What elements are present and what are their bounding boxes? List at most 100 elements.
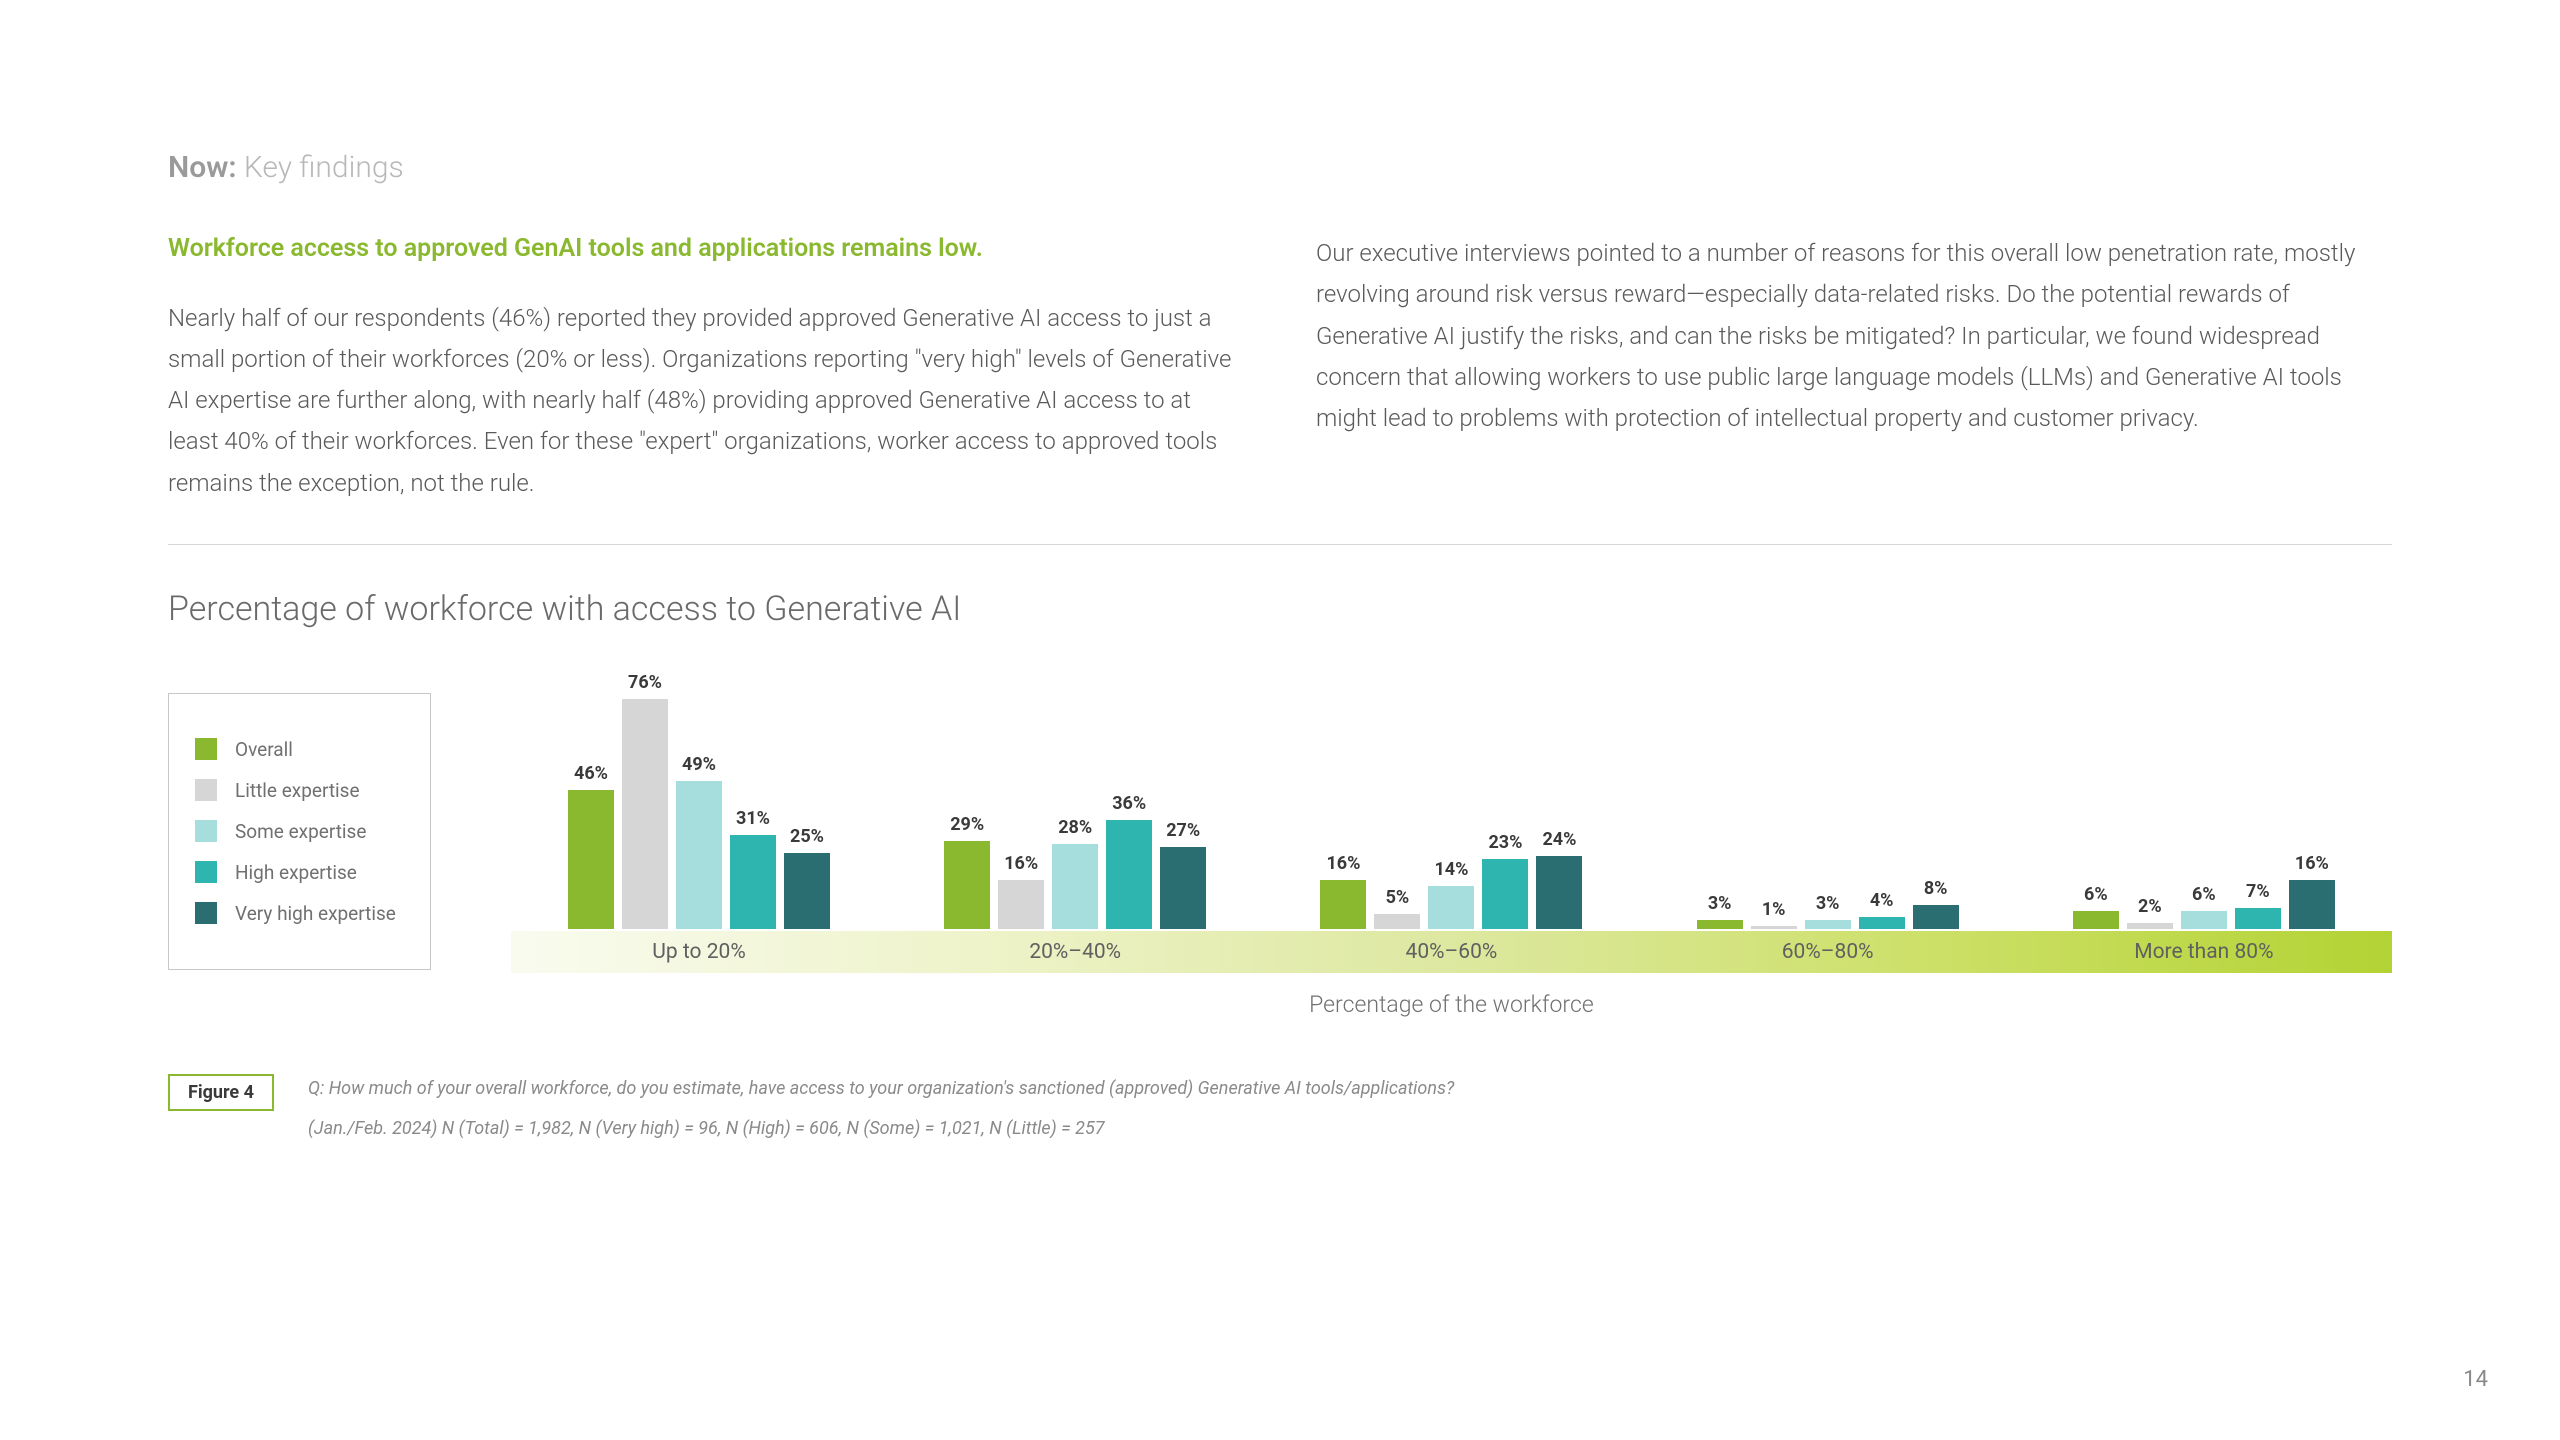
bar-wrap: 16% (1320, 853, 1366, 928)
xaxis-band: Up to 20%20%–40%40%–60%60%–80%More than … (511, 931, 2392, 973)
bar-wrap: 46% (568, 763, 614, 929)
xaxis-label: 20%–40% (887, 931, 1263, 973)
bar-wrap: 16% (998, 853, 1044, 928)
legend-swatch (195, 861, 217, 883)
bar-group: 3% 1% 3% 4% 8% (1640, 878, 2016, 929)
bar-value-label: 1% (1762, 899, 1786, 920)
bar-wrap: 6% (2073, 884, 2119, 929)
figure-badge: Figure 4 (168, 1074, 274, 1111)
bar-value-label: 27% (1166, 820, 1200, 841)
bar-value-label: 7% (2246, 881, 2270, 902)
bar-wrap: 29% (944, 814, 990, 929)
bar-value-label: 6% (2084, 884, 2108, 905)
bar-wrap: 2% (2127, 896, 2173, 929)
intro-columns: Workforce access to approved GenAI tools… (168, 233, 2392, 504)
bar (1106, 820, 1152, 929)
bar (1428, 886, 1474, 928)
xaxis-label: 60%–80% (1640, 931, 2016, 973)
footnote: Q: How much of your overall workforce, d… (308, 1074, 1454, 1145)
bar-value-label: 16% (1004, 853, 1038, 874)
footnote-question: Q: How much of your overall workforce, d… (308, 1074, 1454, 1105)
bar-wrap: 16% (2289, 853, 2335, 928)
bar-value-label: 29% (950, 814, 984, 835)
bar (1160, 847, 1206, 929)
bar (944, 841, 990, 929)
bar (1374, 914, 1420, 929)
legend-item: Little expertise (195, 779, 396, 802)
bar-wrap: 4% (1859, 890, 1905, 929)
bar-value-label: 36% (1112, 793, 1146, 814)
bar-value-label: 4% (1870, 890, 1894, 911)
bar-value-label: 2% (2138, 896, 2162, 917)
bar (1913, 905, 1959, 929)
legend-swatch (195, 902, 217, 924)
bar (2235, 908, 2281, 929)
bar-wrap: 76% (622, 672, 668, 929)
xaxis-caption: Percentage of the workforce (511, 991, 2392, 1018)
bar-value-label: 24% (1542, 829, 1576, 850)
chart-legend: Overall Little expertise Some expertise Hig… (168, 693, 431, 970)
legend-item: Overall (195, 738, 396, 761)
bar-wrap: 8% (1913, 878, 1959, 929)
legend-label: Some expertise (235, 820, 366, 843)
bar-wrap: 3% (1805, 893, 1851, 929)
bar-group: 46%76%49%31%25% (511, 672, 887, 929)
bar-group: 29%16%28%36%27% (887, 793, 1263, 929)
bar-value-label: 16% (1326, 853, 1360, 874)
bar-wrap: 6% (2181, 884, 2227, 929)
bar-groups-row: 46%76%49%31%25%29%16%28%36%27%16%5%14%23… (511, 677, 2392, 929)
bar (1320, 880, 1366, 928)
bar (730, 835, 776, 929)
bar-value-label: 46% (574, 763, 608, 784)
bar-value-label: 76% (628, 672, 662, 693)
bar-wrap: 3% (1697, 893, 1743, 929)
bar (568, 790, 614, 929)
chart-title: Percentage of workforce with access to G… (168, 589, 2392, 629)
bar (676, 781, 722, 929)
legend-item: Very high expertise (195, 902, 396, 925)
bar (998, 880, 1044, 928)
bar-group: 16%5%14%23%24% (1263, 829, 1639, 929)
bar (784, 853, 830, 929)
bar (2127, 923, 2173, 929)
left-column: Workforce access to approved GenAI tools… (168, 233, 1244, 504)
bar (1052, 844, 1098, 929)
bar (1751, 926, 1797, 929)
bar (622, 699, 668, 929)
bar-value-label: 8% (1924, 878, 1948, 899)
bar (1482, 859, 1528, 929)
chart-area: Overall Little expertise Some expertise Hig… (168, 677, 2392, 1018)
paragraph-left: Nearly half of our respondents (46%) rep… (168, 298, 1244, 504)
bar-wrap: 1% (1751, 899, 1797, 929)
paragraph-right: Our executive interviews pointed to a nu… (1316, 233, 2392, 439)
bar (1805, 920, 1851, 929)
figure-footer: Figure 4 Q: How much of your overall wor… (168, 1074, 2392, 1145)
bar (2181, 911, 2227, 929)
footnote-sample: (Jan./Feb. 2024) N (Total) = 1,982, N (V… (308, 1114, 1454, 1145)
bar-value-label: 5% (1386, 887, 1410, 908)
bar (1536, 856, 1582, 929)
bar-wrap: 7% (2235, 881, 2281, 929)
legend-label: Little expertise (235, 779, 360, 802)
bar-group: 6% 2% 6% 7% 16% (2016, 853, 2392, 928)
bar (1859, 917, 1905, 929)
legend-item: High expertise (195, 861, 396, 884)
bar-wrap: 5% (1374, 887, 1420, 929)
bar (2073, 911, 2119, 929)
legend-label: High expertise (235, 861, 357, 884)
bar-wrap: 14% (1428, 859, 1474, 928)
legend-swatch (195, 779, 217, 801)
legend-item: Some expertise (195, 820, 396, 843)
bar-value-label: 6% (2192, 884, 2216, 905)
subheading: Workforce access to approved GenAI tools… (168, 233, 1244, 266)
bar-value-label: 16% (2295, 853, 2329, 874)
bar-wrap: 25% (784, 826, 830, 929)
bar-value-label: 14% (1434, 859, 1468, 880)
bar-wrap: 49% (676, 754, 722, 929)
bar-wrap: 24% (1536, 829, 1582, 929)
section-divider (168, 544, 2392, 545)
bar-value-label: 3% (1816, 893, 1840, 914)
xaxis-label: Up to 20% (511, 931, 887, 973)
bar (1697, 920, 1743, 929)
right-column: Our executive interviews pointed to a nu… (1316, 233, 2392, 504)
